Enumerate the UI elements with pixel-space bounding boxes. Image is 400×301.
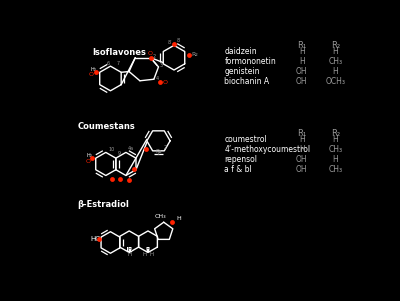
Text: H: H — [332, 155, 338, 164]
Text: 4a: 4a — [128, 146, 134, 151]
Text: OH: OH — [296, 67, 308, 76]
Text: 6: 6 — [107, 61, 110, 66]
Text: CH₃: CH₃ — [328, 57, 342, 66]
Text: β-Estradiol: β-Estradiol — [77, 200, 129, 209]
Text: formononetin: formononetin — [224, 57, 276, 66]
Text: H: H — [146, 247, 150, 252]
Text: 3: 3 — [159, 63, 162, 68]
Text: O: O — [89, 72, 94, 77]
Bar — [146, 247, 150, 252]
Text: 2: 2 — [163, 145, 166, 150]
Text: H: H — [299, 145, 305, 154]
Text: 7: 7 — [117, 61, 120, 66]
Text: Isoflavones: Isoflavones — [93, 48, 146, 57]
Text: HO: HO — [90, 236, 101, 242]
Text: CH₃: CH₃ — [155, 214, 166, 219]
Text: H: H — [332, 135, 338, 144]
Text: a f & bl: a f & bl — [224, 165, 252, 174]
Text: OH: OH — [296, 77, 308, 86]
Text: H: H — [142, 252, 146, 257]
Text: R₂: R₂ — [191, 52, 198, 57]
Text: 10: 10 — [109, 147, 115, 152]
Text: R₂: R₂ — [331, 41, 340, 50]
Text: genistein: genistein — [224, 67, 260, 76]
Text: O: O — [148, 51, 152, 56]
Text: coumestrol: coumestrol — [224, 135, 267, 144]
Text: OCH₃: OCH₃ — [325, 77, 345, 86]
Text: R₁: R₁ — [297, 41, 306, 50]
Text: O: O — [86, 159, 91, 164]
Text: H: H — [150, 252, 154, 257]
Text: H: H — [299, 47, 305, 56]
Text: Coumestans: Coumestans — [77, 123, 135, 131]
Text: H: H — [127, 252, 131, 257]
Text: repensol: repensol — [224, 155, 257, 164]
Text: OH: OH — [296, 155, 308, 164]
Text: CH₃: CH₃ — [328, 145, 342, 154]
Text: 4’-methoxycoumestrol: 4’-methoxycoumestrol — [224, 145, 310, 154]
Text: O: O — [162, 80, 167, 85]
Text: R₁: R₁ — [297, 129, 306, 138]
Text: daidzein: daidzein — [224, 47, 257, 56]
Text: H₃: H₃ — [86, 154, 92, 158]
Text: 8': 8' — [168, 40, 172, 45]
Text: 2: 2 — [152, 54, 156, 59]
Text: 9: 9 — [118, 151, 121, 156]
Text: H: H — [332, 67, 338, 76]
Text: 4: 4 — [155, 76, 158, 81]
Text: H: H — [299, 135, 305, 144]
Text: CH₃: CH₃ — [328, 165, 342, 174]
Text: 8: 8 — [176, 38, 180, 43]
Text: H₃: H₃ — [90, 67, 96, 72]
Text: H: H — [176, 216, 181, 221]
Text: biochanin A: biochanin A — [224, 77, 270, 86]
Bar — [127, 247, 132, 252]
Text: R₁: R₁ — [155, 149, 162, 154]
Text: 1: 1 — [157, 151, 160, 156]
Text: H: H — [127, 247, 131, 252]
Text: R₂: R₂ — [331, 129, 340, 138]
Text: H: H — [299, 57, 305, 66]
Text: OH: OH — [296, 165, 308, 174]
Text: H: H — [332, 47, 338, 56]
